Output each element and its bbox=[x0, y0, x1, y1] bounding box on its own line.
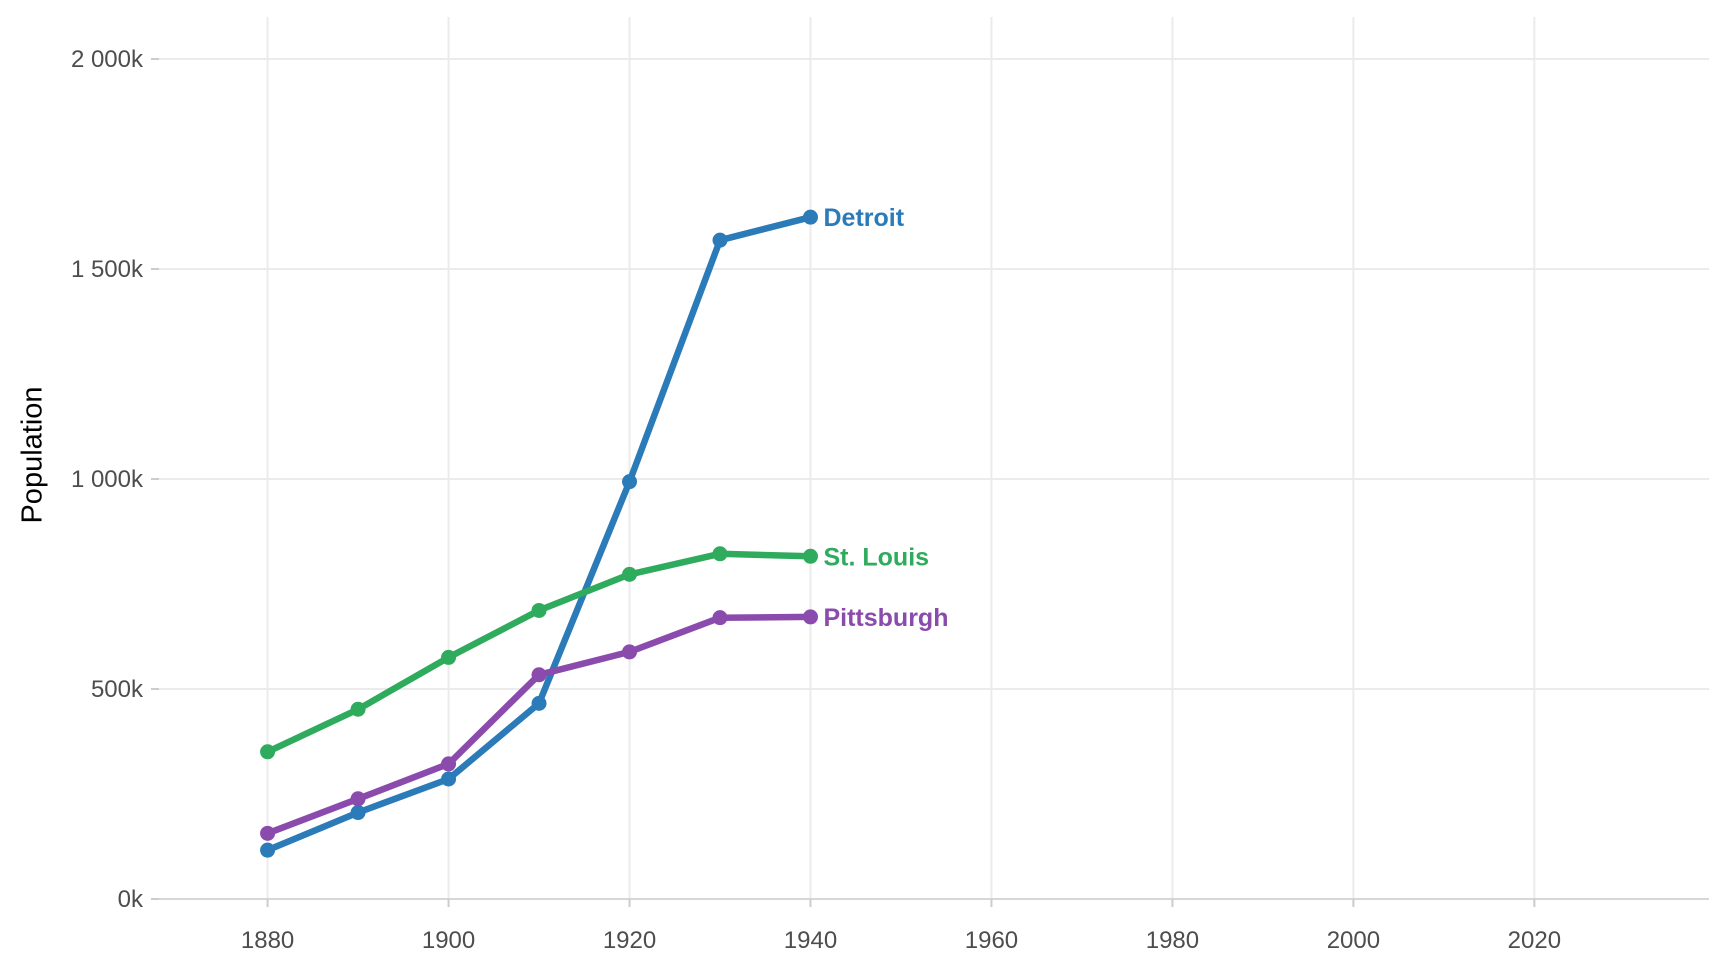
data-point-pittsburgh bbox=[350, 791, 366, 807]
tick-marks bbox=[151, 58, 1536, 907]
data-point-st-louis bbox=[802, 548, 818, 564]
data-point-st-louis bbox=[350, 701, 366, 717]
data-point-pittsburgh bbox=[712, 610, 728, 626]
x-tick-label: 2020 bbox=[1508, 927, 1561, 954]
data-point-detroit bbox=[531, 695, 547, 711]
x-tick-label: 1880 bbox=[241, 927, 294, 954]
y-tick-label: 500k bbox=[91, 676, 144, 703]
series-line-detroit bbox=[264, 213, 814, 854]
data-point-detroit bbox=[350, 805, 366, 821]
data-point-detroit bbox=[802, 209, 818, 225]
data-point-st-louis bbox=[712, 546, 728, 562]
data-point-pittsburgh bbox=[531, 667, 547, 683]
y-tick-label: 0k bbox=[118, 886, 144, 913]
data-point-st-louis bbox=[441, 649, 457, 665]
series-line-st-louis bbox=[264, 550, 814, 756]
y-tick-label: 2 000k bbox=[71, 46, 144, 73]
series-label-pittsburgh: Pittsburgh bbox=[823, 604, 948, 632]
series-label-st-louis: St. Louis bbox=[823, 543, 929, 571]
series-label-detroit: Detroit bbox=[823, 204, 904, 232]
x-tick-label: 1960 bbox=[965, 927, 1018, 954]
data-point-detroit bbox=[441, 771, 457, 787]
data-point-st-louis bbox=[531, 602, 547, 618]
data-point-detroit bbox=[712, 232, 728, 248]
data-point-pittsburgh bbox=[802, 609, 818, 625]
series-labels: Detroit St. Louis Pittsburgh bbox=[823, 204, 948, 632]
x-tick-label: 1980 bbox=[1146, 927, 1199, 954]
x-tick-label: 1940 bbox=[784, 927, 837, 954]
data-point-pittsburgh bbox=[441, 756, 457, 772]
gridlines bbox=[159, 17, 1709, 899]
data-point-pittsburgh bbox=[622, 644, 638, 660]
series-lines bbox=[264, 213, 814, 854]
x-tick-label: 2000 bbox=[1327, 927, 1380, 954]
data-point-st-louis bbox=[260, 744, 276, 760]
x-tick-label: 1920 bbox=[603, 927, 656, 954]
data-point-pittsburgh bbox=[260, 825, 276, 841]
y-tick-label: 1 000k bbox=[71, 466, 144, 493]
data-points bbox=[260, 209, 818, 858]
series-line-pittsburgh bbox=[264, 613, 814, 837]
x-tick-label: 1900 bbox=[422, 927, 475, 954]
data-point-st-louis bbox=[622, 566, 638, 582]
data-point-detroit bbox=[260, 842, 276, 858]
tick-labels: 1880 1900 1920 1940 1960 1980 2000 2020 0k 500k 1 … bbox=[71, 46, 1561, 954]
y-tick-label: 1 500k bbox=[71, 256, 144, 283]
data-point-detroit bbox=[622, 474, 638, 490]
